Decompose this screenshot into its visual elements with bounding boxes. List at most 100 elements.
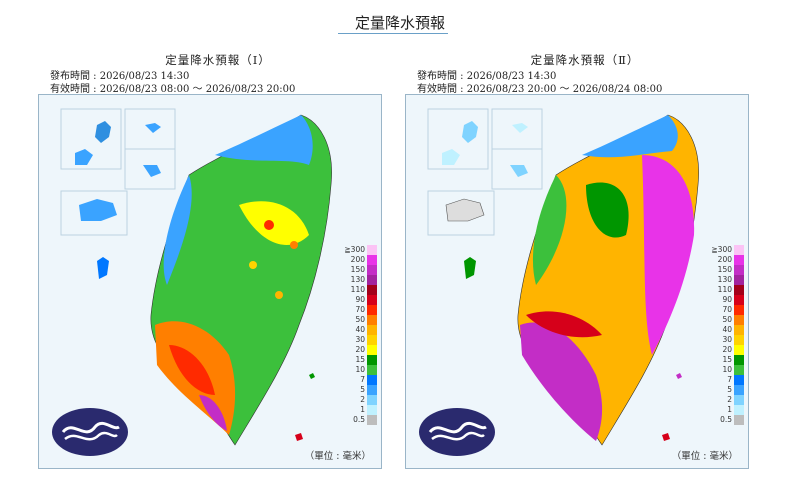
taiwan-map-2 xyxy=(427,108,699,446)
legend-level: ≧300 xyxy=(343,245,379,255)
inset-box xyxy=(60,190,128,236)
rain-zone-west xyxy=(163,175,192,285)
legend-label: 130 xyxy=(717,275,732,284)
legend-level: 20 xyxy=(710,345,746,355)
legend-label: ≧300 xyxy=(711,245,732,254)
legend-swatch xyxy=(734,325,744,335)
title-underline xyxy=(338,33,448,34)
unit-label: （單位 : 毫米） xyxy=(304,451,371,462)
legend-level: 90 xyxy=(343,295,379,305)
legend-level: 110 xyxy=(343,285,379,295)
matsu-islands xyxy=(95,121,111,143)
legend-level: 20 xyxy=(343,345,379,355)
penghu-islands xyxy=(510,165,528,177)
rain-map-1[interactable]: ≧300 200 150 130 110 90 70 50 40 30 20 15 10 7 5 2 1 0.5 … xyxy=(38,94,382,469)
legend-level: 0.5 xyxy=(710,415,746,425)
legend-label: 1 xyxy=(360,405,365,414)
penghu-islands xyxy=(143,165,161,177)
legend-swatch xyxy=(367,285,377,295)
legend-swatch xyxy=(367,295,377,305)
legend-label: 70 xyxy=(722,305,732,314)
legend-swatch xyxy=(367,395,377,405)
inset-box xyxy=(427,108,489,170)
legend-label: 7 xyxy=(727,375,732,384)
rain-zone-west xyxy=(532,175,567,285)
legend-swatch xyxy=(734,365,744,375)
legend-label: 200 xyxy=(717,255,732,264)
legend-label: 1 xyxy=(727,405,732,414)
forecast-panel-2: 定量降水預報（Ⅱ） 發布時間 : 2026/08/23 14:30 有效時間 :… xyxy=(405,48,765,469)
legend-level: 10 xyxy=(343,365,379,375)
legend-level: 7 xyxy=(343,375,379,385)
legend-level: 30 xyxy=(343,335,379,345)
legend-swatch xyxy=(734,255,744,265)
legend-level: 5 xyxy=(710,385,746,395)
legend-label: 200 xyxy=(350,255,365,264)
green-island xyxy=(309,373,315,379)
penghu-main xyxy=(97,257,109,279)
rain-zone-north xyxy=(215,115,313,165)
agency-logo xyxy=(418,407,496,457)
penghu-main xyxy=(464,257,476,279)
legend-swatch xyxy=(734,315,744,325)
panel-title: 定量降水預報（Ⅰ） xyxy=(165,53,271,67)
legend-swatch xyxy=(367,275,377,285)
legend-label: 150 xyxy=(717,265,732,274)
legend-level: 90 xyxy=(710,295,746,305)
legend-swatch xyxy=(734,385,744,395)
issued-time: 發布時間 : 2026/08/23 14:30 xyxy=(417,71,557,82)
agency-logo xyxy=(51,407,129,457)
valid-time: 有效時間 : 2026/08/23 08:00 ～ 2026/08/23 20:… xyxy=(50,84,296,95)
legend-level: 1 xyxy=(710,405,746,415)
legend-label: 10 xyxy=(355,365,365,374)
legend-swatch xyxy=(734,395,744,405)
legend-label: 0.5 xyxy=(353,415,365,424)
rain-zone-central xyxy=(239,201,309,245)
legend-label: 10 xyxy=(722,365,732,374)
legend-swatch xyxy=(367,355,377,365)
legend-label: 150 xyxy=(350,265,365,274)
legend-level: 200 xyxy=(343,255,379,265)
green-island xyxy=(676,373,682,379)
legend-level: 150 xyxy=(710,265,746,275)
lanyu-island xyxy=(662,433,670,441)
legend-swatch xyxy=(367,265,377,275)
matsu-islands xyxy=(75,149,93,165)
rain-cell xyxy=(290,241,298,249)
rain-zone-south-heavy xyxy=(169,345,215,395)
legend-label: 90 xyxy=(355,295,365,304)
legend-swatch xyxy=(367,385,377,395)
legend-label: 15 xyxy=(722,355,732,364)
legend-level: 150 xyxy=(343,265,379,275)
legend-label: 110 xyxy=(717,285,732,294)
legend-level: 2 xyxy=(710,395,746,405)
inset-box xyxy=(491,148,543,190)
rain-map-2[interactable]: ≧300 200 150 130 110 90 70 50 40 30 20 15 10 7 5 2 1 0.5 … xyxy=(405,94,749,469)
legend-level: 130 xyxy=(343,275,379,285)
legend-swatch xyxy=(367,315,377,325)
inset-box xyxy=(60,108,122,170)
legend-level: 200 xyxy=(710,255,746,265)
inset-box xyxy=(124,148,176,190)
legend-label: 30 xyxy=(722,335,732,344)
valid-time: 有效時間 : 2026/08/23 20:00 ～ 2026/08/24 08:… xyxy=(417,84,663,95)
legend-swatch xyxy=(734,415,744,425)
legend-swatch xyxy=(734,265,744,275)
rain-zone-south-heavy xyxy=(526,311,602,338)
legend-level: 15 xyxy=(343,355,379,365)
rain-zone-east xyxy=(642,155,695,355)
kinmen-islands xyxy=(145,123,161,133)
legend-swatch xyxy=(367,345,377,355)
legend-swatch xyxy=(734,305,744,315)
legend-swatch xyxy=(367,365,377,375)
legend-swatch xyxy=(367,405,377,415)
unit-label: （單位 : 毫米） xyxy=(671,451,738,462)
forecast-panel-1: 定量降水預報（Ⅰ） 發布時間 : 2026/08/23 14:30 有效時間 :… xyxy=(38,48,398,469)
legend-label: 7 xyxy=(360,375,365,384)
legend-level: 130 xyxy=(710,275,746,285)
legend-level: 0.5 xyxy=(343,415,379,425)
legend-label: 40 xyxy=(722,325,732,334)
legend-level: 5 xyxy=(343,385,379,395)
legend-swatch xyxy=(367,245,377,255)
legend-swatch xyxy=(734,405,744,415)
